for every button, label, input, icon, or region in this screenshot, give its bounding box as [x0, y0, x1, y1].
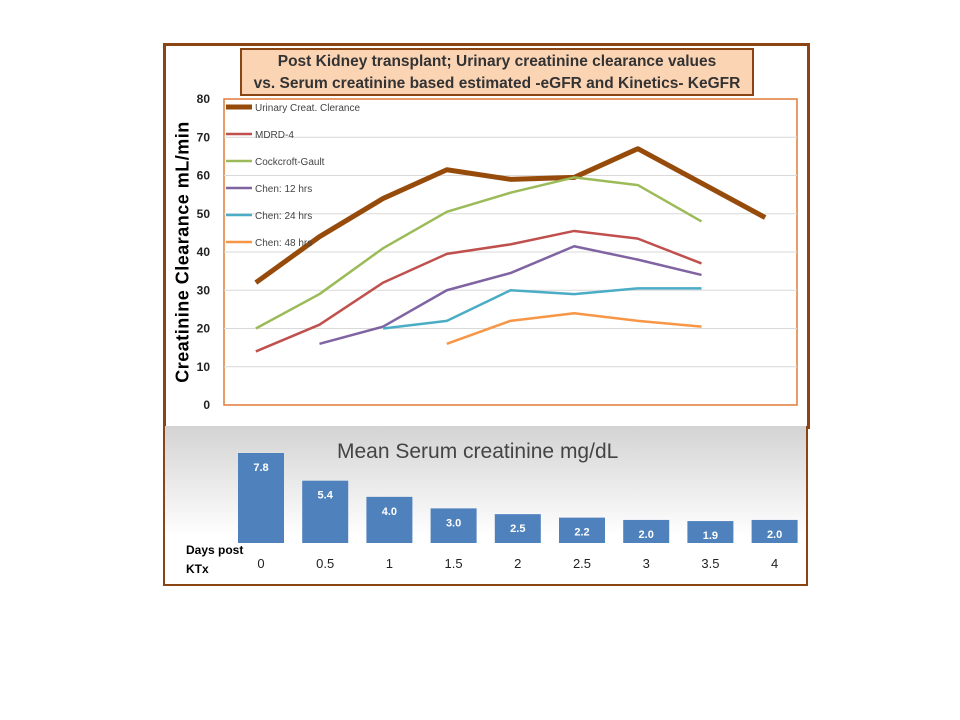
bar-value-label: 5.4	[318, 490, 334, 502]
series-mdrd-4	[255, 229, 702, 353]
y-tick-label: 60	[197, 169, 211, 183]
bar-chart-title: Mean Serum creatinine mg/dL	[337, 440, 619, 463]
bar	[687, 521, 734, 543]
y-tick-label: 10	[197, 360, 211, 374]
x-tick-label: 1	[386, 556, 393, 571]
bar-value-label: 3.0	[446, 517, 461, 529]
x-tick-label: 2.5	[573, 556, 591, 571]
y-tick-label: 50	[197, 207, 211, 221]
y-tick-label: 40	[197, 245, 211, 259]
series-chen-48-hrs	[446, 311, 702, 345]
bar	[494, 514, 541, 543]
line-chart: 0 10 20 30 40 50 60 70 80 Urinary Creat. Clerance…	[197, 92, 798, 412]
x-tick-label: 4	[771, 556, 778, 571]
chart-title-line1: Post Kidney transplant; Urinary creatini…	[277, 53, 717, 70]
x-tick-label: 0	[257, 556, 264, 571]
y-tick-label: 30	[197, 283, 211, 297]
x-axis-label-line2: KTx	[186, 562, 209, 576]
series-chen-12-hrs	[319, 245, 702, 346]
y-tick-label: 0	[203, 398, 210, 412]
legend-label: Chen: 48 hrs	[255, 238, 312, 249]
bar-value-label: 7.8	[253, 462, 268, 474]
series-line	[254, 146, 767, 285]
bar	[751, 519, 798, 543]
bar-value-label: 2.2	[574, 527, 589, 539]
y-tick-label: 80	[197, 92, 211, 106]
y-tick-label: 70	[197, 130, 211, 144]
bar	[430, 508, 477, 543]
legend-label: MDRD-4	[255, 130, 294, 141]
bar-value-label: 2.5	[510, 523, 525, 535]
bar	[559, 517, 605, 543]
bar	[366, 496, 413, 543]
chart-title: Post Kidney transplant; Urinary creatini…	[240, 48, 754, 96]
series-line	[255, 229, 702, 353]
x-tick-label: 2	[514, 556, 521, 571]
bar	[238, 453, 284, 543]
bar	[623, 519, 670, 543]
y-tick-label: 20	[197, 322, 211, 336]
legend-label: Urinary Creat. Clerance	[255, 103, 360, 114]
x-tick-label: 3	[643, 556, 650, 571]
x-tick-label: 1.5	[445, 556, 463, 571]
series-line	[383, 287, 702, 330]
legend-label: Cockcroft-Gault	[255, 157, 325, 168]
legend-label: Chen: 24 hrs	[255, 211, 312, 222]
bar-value-label: 4.0	[382, 506, 397, 518]
x-axis-label-line1: Days post	[186, 543, 244, 557]
bar-value-label: 2.0	[767, 529, 782, 541]
x-tick-label: 3.5	[701, 556, 719, 571]
series-chen-24-hrs	[383, 287, 702, 330]
legend-label: Chen: 12 hrs	[255, 184, 312, 195]
bar	[302, 480, 349, 543]
chart-title-line2: vs. Serum creatinine based estimated -eG…	[253, 75, 741, 92]
series-line	[255, 176, 703, 330]
bar-value-label: 1.9	[703, 530, 718, 542]
series-cockcroft-gault	[255, 176, 703, 330]
x-tick-label: 0.5	[316, 556, 334, 571]
bar-value-label: 2.0	[639, 529, 654, 541]
